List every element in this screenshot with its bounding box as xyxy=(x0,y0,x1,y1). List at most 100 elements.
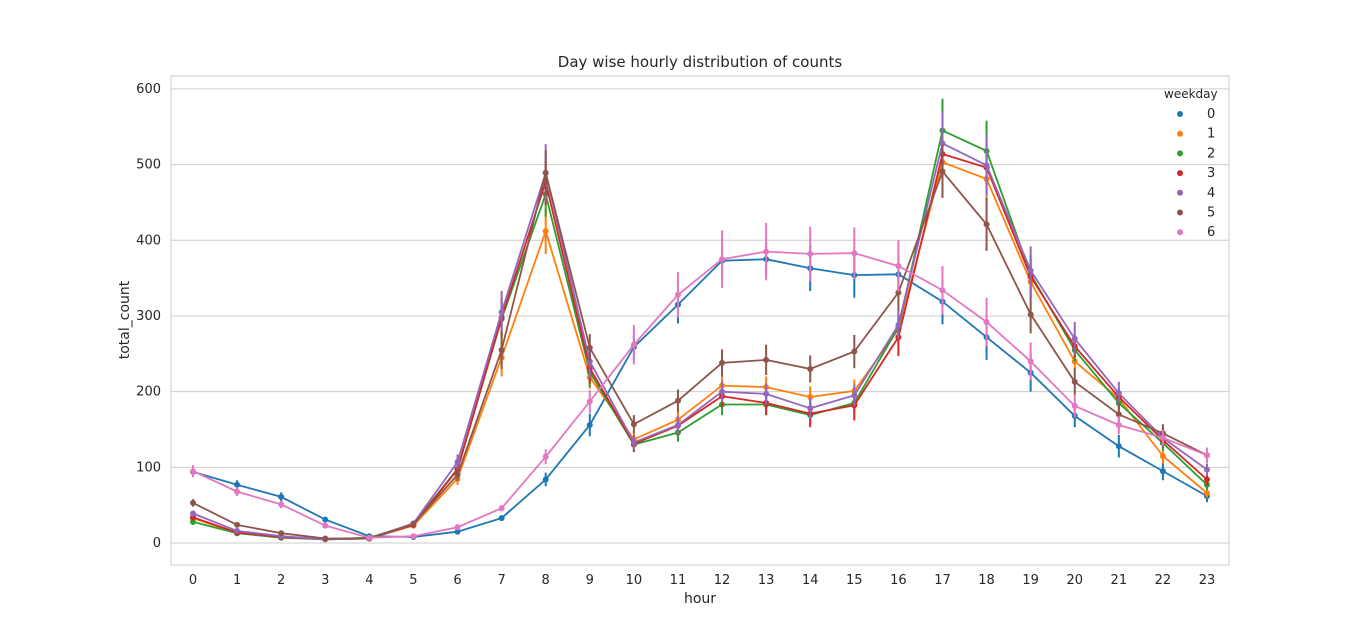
x-tick-label: 5 xyxy=(409,573,417,588)
x-tick-label: 0 xyxy=(189,573,197,588)
legend-label: 3 xyxy=(1207,166,1215,181)
data-point xyxy=(1204,476,1210,483)
data-point xyxy=(1115,443,1122,450)
data-point xyxy=(807,365,814,372)
x-tick-label: 20 xyxy=(1066,573,1083,588)
data-point xyxy=(895,322,902,329)
data-point xyxy=(190,510,196,517)
x-tick-label: 9 xyxy=(586,573,594,588)
legend-marker xyxy=(1177,111,1183,117)
legend-entry-3: 3 xyxy=(1177,166,1215,181)
legend-entry-1: 1 xyxy=(1177,127,1215,142)
data-point xyxy=(234,521,241,528)
data-point xyxy=(322,516,329,523)
data-point xyxy=(939,140,946,147)
legend-marker xyxy=(1177,130,1183,137)
data-point xyxy=(807,250,814,257)
x-tick-label: 16 xyxy=(890,573,907,588)
data-point xyxy=(1115,421,1122,428)
plot-area xyxy=(170,75,1230,566)
data-point xyxy=(719,388,726,395)
y-tick-label: 500 xyxy=(136,158,161,173)
legend-marker xyxy=(1177,189,1183,196)
data-point xyxy=(410,521,417,528)
data-point xyxy=(586,421,593,428)
legend-entry-4: 4 xyxy=(1177,186,1215,201)
legend-marker xyxy=(1177,170,1183,177)
data-point xyxy=(1071,403,1078,410)
data-point xyxy=(630,341,637,348)
data-point xyxy=(498,515,505,522)
data-point xyxy=(586,398,593,405)
data-point xyxy=(1159,468,1166,475)
y-axis-label: total_count xyxy=(117,280,133,359)
data-point xyxy=(586,344,593,351)
y-tick-label: 600 xyxy=(136,82,161,97)
data-point xyxy=(410,533,417,540)
series-line xyxy=(192,258,1208,538)
data-point xyxy=(190,468,196,475)
x-tick-label: 11 xyxy=(670,573,687,588)
data-point xyxy=(674,421,681,428)
data-point xyxy=(1204,466,1210,473)
data-point xyxy=(366,534,373,541)
data-point xyxy=(322,522,329,529)
data-point xyxy=(719,256,726,263)
series-line xyxy=(192,250,1208,539)
data-point xyxy=(630,439,637,446)
y-axis-ticks: 0 100 200 300 400 500 600 xyxy=(136,82,161,551)
legend-entry-0: 0 xyxy=(1177,107,1215,122)
data-point xyxy=(851,392,858,399)
legend-entry-5: 5 xyxy=(1177,206,1215,221)
data-point xyxy=(278,493,285,500)
series-line xyxy=(192,169,1208,540)
data-point xyxy=(939,287,946,294)
x-tick-label: 12 xyxy=(714,573,731,588)
x-tick-label: 8 xyxy=(542,573,550,588)
legend-label: 6 xyxy=(1207,225,1215,240)
x-tick-label: 17 xyxy=(934,573,951,588)
data-point xyxy=(895,289,902,296)
data-point xyxy=(190,518,196,525)
data-point xyxy=(454,524,461,531)
data-point xyxy=(454,471,461,478)
x-tick-label: 18 xyxy=(978,573,995,588)
legend-marker xyxy=(1177,150,1183,157)
y-tick-label: 0 xyxy=(153,536,161,551)
legend-marker xyxy=(1177,229,1183,236)
y-tick-label: 100 xyxy=(136,460,161,475)
data-point xyxy=(939,168,946,175)
data-point xyxy=(1204,452,1210,459)
data-point xyxy=(851,348,858,355)
data-point xyxy=(1027,358,1034,365)
data-point xyxy=(1071,335,1078,342)
legend-label: 4 xyxy=(1207,186,1215,201)
data-point xyxy=(234,527,241,534)
legend-label: 2 xyxy=(1207,146,1215,161)
x-tick-label: 15 xyxy=(846,573,863,588)
data-point xyxy=(234,481,241,488)
data-point xyxy=(674,397,681,404)
x-tick-label: 10 xyxy=(626,573,643,588)
legend-label: 5 xyxy=(1207,206,1215,221)
data-point xyxy=(234,488,241,495)
data-point xyxy=(542,476,549,483)
data-point xyxy=(498,309,505,316)
series-5 xyxy=(190,144,1210,542)
y-tick-label: 200 xyxy=(136,385,161,400)
y-tick-label: 400 xyxy=(136,233,161,248)
data-point xyxy=(1159,434,1166,441)
data-point xyxy=(807,393,814,400)
legend-title: weekday xyxy=(1164,87,1218,101)
data-point xyxy=(807,405,814,412)
data-point xyxy=(1159,452,1166,459)
series-6 xyxy=(190,222,1210,541)
data-point xyxy=(983,319,990,326)
data-point xyxy=(674,291,681,298)
data-point xyxy=(1027,311,1034,318)
x-tick-label: 13 xyxy=(758,573,775,588)
data-point xyxy=(763,248,770,255)
data-point xyxy=(851,250,858,257)
data-point xyxy=(498,505,505,512)
